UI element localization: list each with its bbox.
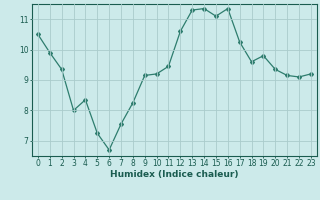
X-axis label: Humidex (Indice chaleur): Humidex (Indice chaleur): [110, 170, 239, 179]
